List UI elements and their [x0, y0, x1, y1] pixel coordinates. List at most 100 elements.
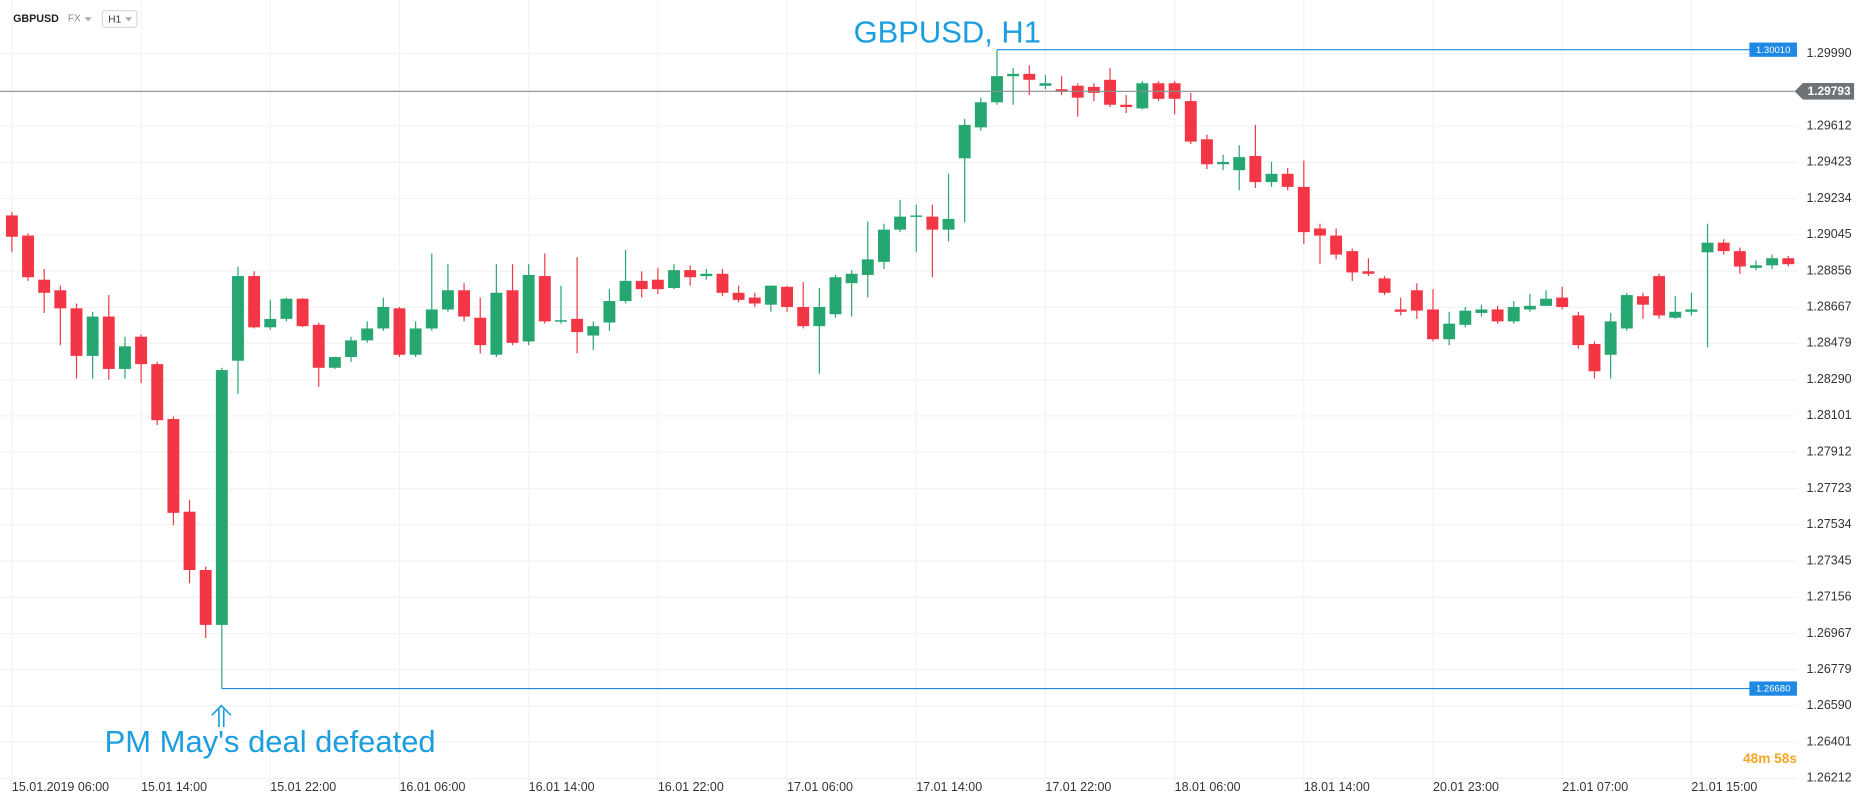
candle-body — [1620, 295, 1633, 329]
candle-body — [490, 292, 503, 355]
candle-body — [926, 216, 939, 230]
candle-body — [958, 124, 971, 159]
candle-body — [232, 276, 244, 361]
candle-body — [555, 320, 567, 322]
candle-body — [1410, 290, 1423, 311]
candle-body — [1233, 157, 1246, 171]
candle-body — [1491, 309, 1504, 322]
y-tick-label: 1.28479 — [1806, 336, 1851, 350]
candle-body — [1023, 73, 1036, 80]
annotation-arrow — [211, 704, 232, 728]
candle-body — [619, 280, 632, 302]
candle-body — [409, 328, 422, 355]
x-tick-label: 15.01 22:00 — [270, 780, 336, 794]
candle-body — [991, 76, 1003, 103]
candle-body — [377, 306, 390, 329]
candle-body — [1281, 173, 1294, 187]
x-tick-label: 16.01 06:00 — [399, 780, 465, 794]
candle-body — [425, 309, 438, 329]
candle-body — [910, 215, 923, 217]
y-tick-label: 1.29045 — [1806, 227, 1851, 241]
candle-body — [345, 340, 357, 358]
candle-body — [942, 218, 955, 230]
candle-body — [845, 273, 858, 284]
candle-body — [1249, 155, 1262, 183]
candle-body — [296, 298, 309, 327]
y-tick-label: 1.28290 — [1806, 372, 1851, 386]
level-label: 1.30010 — [1756, 45, 1790, 56]
candle-body — [183, 511, 196, 571]
candle-body — [393, 308, 406, 355]
candle-body — [151, 364, 164, 421]
dropdown-caret[interactable] — [84, 17, 92, 22]
candle-body — [813, 306, 826, 327]
candle-body — [732, 292, 745, 300]
candle-body — [1669, 311, 1682, 318]
timeframe-box[interactable] — [101, 10, 138, 28]
candle-body — [522, 274, 535, 342]
candle-body — [441, 290, 454, 310]
candle-body — [1314, 228, 1326, 236]
candle-body — [716, 273, 729, 293]
candle-body — [1443, 323, 1456, 340]
x-tick-label: 18.01 06:00 — [1175, 780, 1241, 794]
candle-body — [1362, 271, 1375, 274]
x-tick-label: 17.01 14:00 — [916, 780, 982, 794]
candle-body — [1588, 344, 1601, 372]
candle-body — [38, 279, 51, 293]
y-tick-label: 1.28101 — [1806, 408, 1851, 422]
candle-body — [280, 298, 293, 319]
candle-body — [215, 370, 228, 625]
candle-body — [474, 317, 487, 346]
candle-body — [571, 318, 584, 333]
candle-body — [894, 216, 907, 230]
candle-body — [1782, 258, 1795, 265]
level-label: 1.26680 — [1756, 684, 1790, 695]
y-tick-label: 1.29423 — [1806, 155, 1851, 169]
x-tick-label: 21.01 15:00 — [1691, 780, 1757, 794]
candle-body — [1540, 298, 1553, 306]
candle-body — [1039, 83, 1052, 86]
candle-body — [1523, 305, 1536, 310]
x-tick-label: 16.01 14:00 — [529, 780, 595, 794]
timeframe[interactable]: H1 — [108, 14, 121, 25]
candle-body — [1685, 309, 1698, 312]
x-tick-label: 15.01.2019 06:00 — [12, 780, 109, 794]
candle-body — [861, 259, 874, 275]
candle-body — [748, 297, 761, 304]
candle-body — [974, 102, 987, 128]
candle-body — [199, 570, 212, 625]
candle-body — [1733, 251, 1746, 267]
candle-body — [1087, 86, 1100, 93]
y-tick-label: 1.27912 — [1806, 445, 1851, 459]
y-tick-label: 1.26590 — [1806, 698, 1851, 712]
annotation: PM May's deal defeated — [105, 724, 436, 759]
candle-body — [877, 229, 890, 262]
candle-body — [1750, 265, 1762, 268]
candle-body — [538, 276, 551, 322]
candle-body — [1330, 235, 1343, 255]
candle-body — [651, 279, 664, 290]
candle-body — [1394, 309, 1407, 312]
candle-body — [1120, 104, 1133, 108]
candle-body — [764, 285, 777, 305]
candle-body — [1653, 276, 1666, 316]
level-tag — [1749, 42, 1797, 57]
candle-body — [167, 419, 180, 513]
candle-body — [797, 306, 810, 327]
candle-body — [264, 318, 277, 328]
arrow-head — [211, 704, 232, 716]
candle-body — [1297, 186, 1310, 233]
overlays: 1.29793 1.30010 1.26680 — [0, 42, 1855, 696]
candle-body — [1055, 89, 1068, 92]
candle-body — [1007, 73, 1020, 77]
symbol[interactable]: GBPUSD — [13, 13, 59, 25]
level-tag — [1749, 681, 1797, 696]
candle-body — [684, 270, 697, 278]
dropdown-caret[interactable] — [124, 17, 133, 22]
x-tick-label: 17.01 22:00 — [1045, 780, 1111, 794]
market[interactable]: FX — [68, 14, 81, 25]
